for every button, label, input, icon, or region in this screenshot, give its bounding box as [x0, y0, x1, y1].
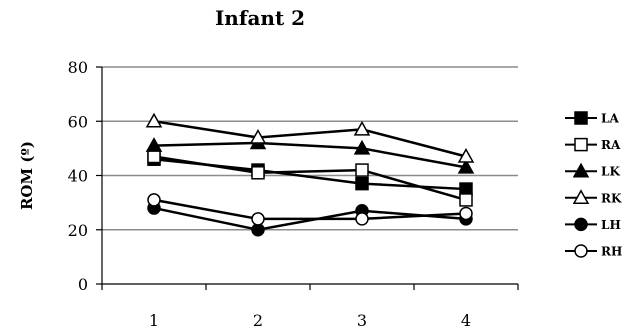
y-tick-label-80: 80 [68, 58, 88, 77]
legend-label-ra: RA [601, 138, 621, 152]
point-ra-4 [459, 193, 473, 207]
legend-label-rh: RH [601, 245, 622, 259]
legend-marker-lk [572, 162, 590, 178]
legend-label-rk: RK [601, 191, 622, 205]
point-rh-2 [251, 212, 265, 226]
x-tick-label-2: 2 [253, 311, 263, 330]
point-rk-2 [249, 128, 267, 144]
legend-marker-ra [574, 137, 588, 152]
point-rh-1 [147, 193, 161, 207]
x-tick-label-1: 1 [149, 311, 159, 330]
legend-label-lk: LK [601, 165, 620, 179]
point-rh-3 [355, 212, 369, 226]
series-line-rh [153, 198, 467, 221]
y-axis-label: ROM (º) [18, 141, 36, 210]
series-line-ra [153, 155, 467, 202]
y-tick-label-60: 60 [68, 112, 88, 131]
series-line-rk [153, 120, 467, 158]
point-lk-3 [353, 139, 371, 155]
legend-marker-rh [574, 244, 588, 258]
point-lk-4 [457, 158, 475, 174]
legend-label-la: LA [601, 112, 619, 126]
legend-label-lh: LH [601, 218, 621, 232]
legend-marker-lh [574, 217, 588, 232]
series-line-lk [153, 141, 467, 169]
y-tick-label-40: 40 [68, 167, 88, 186]
point-rk-4 [457, 147, 475, 163]
point-lk-1 [145, 137, 163, 152]
point-la-3 [355, 176, 369, 191]
series-line-lh [153, 206, 467, 232]
point-rh-4 [459, 206, 473, 221]
point-ra-3 [355, 163, 369, 177]
legend-marker-la [574, 111, 588, 125]
point-rk-3 [353, 120, 371, 136]
point-ra-1 [147, 149, 161, 164]
x-tick-label-4: 4 [461, 311, 471, 330]
point-ra-2 [251, 166, 265, 180]
chart-title: Infant 2 [214, 6, 306, 30]
x-tick-label-3: 3 [357, 311, 367, 330]
legend-marker-rk [572, 189, 590, 205]
y-tick-label-20: 20 [68, 221, 88, 240]
point-rk-1 [145, 112, 163, 128]
y-tick-label-0: 0 [78, 275, 88, 294]
